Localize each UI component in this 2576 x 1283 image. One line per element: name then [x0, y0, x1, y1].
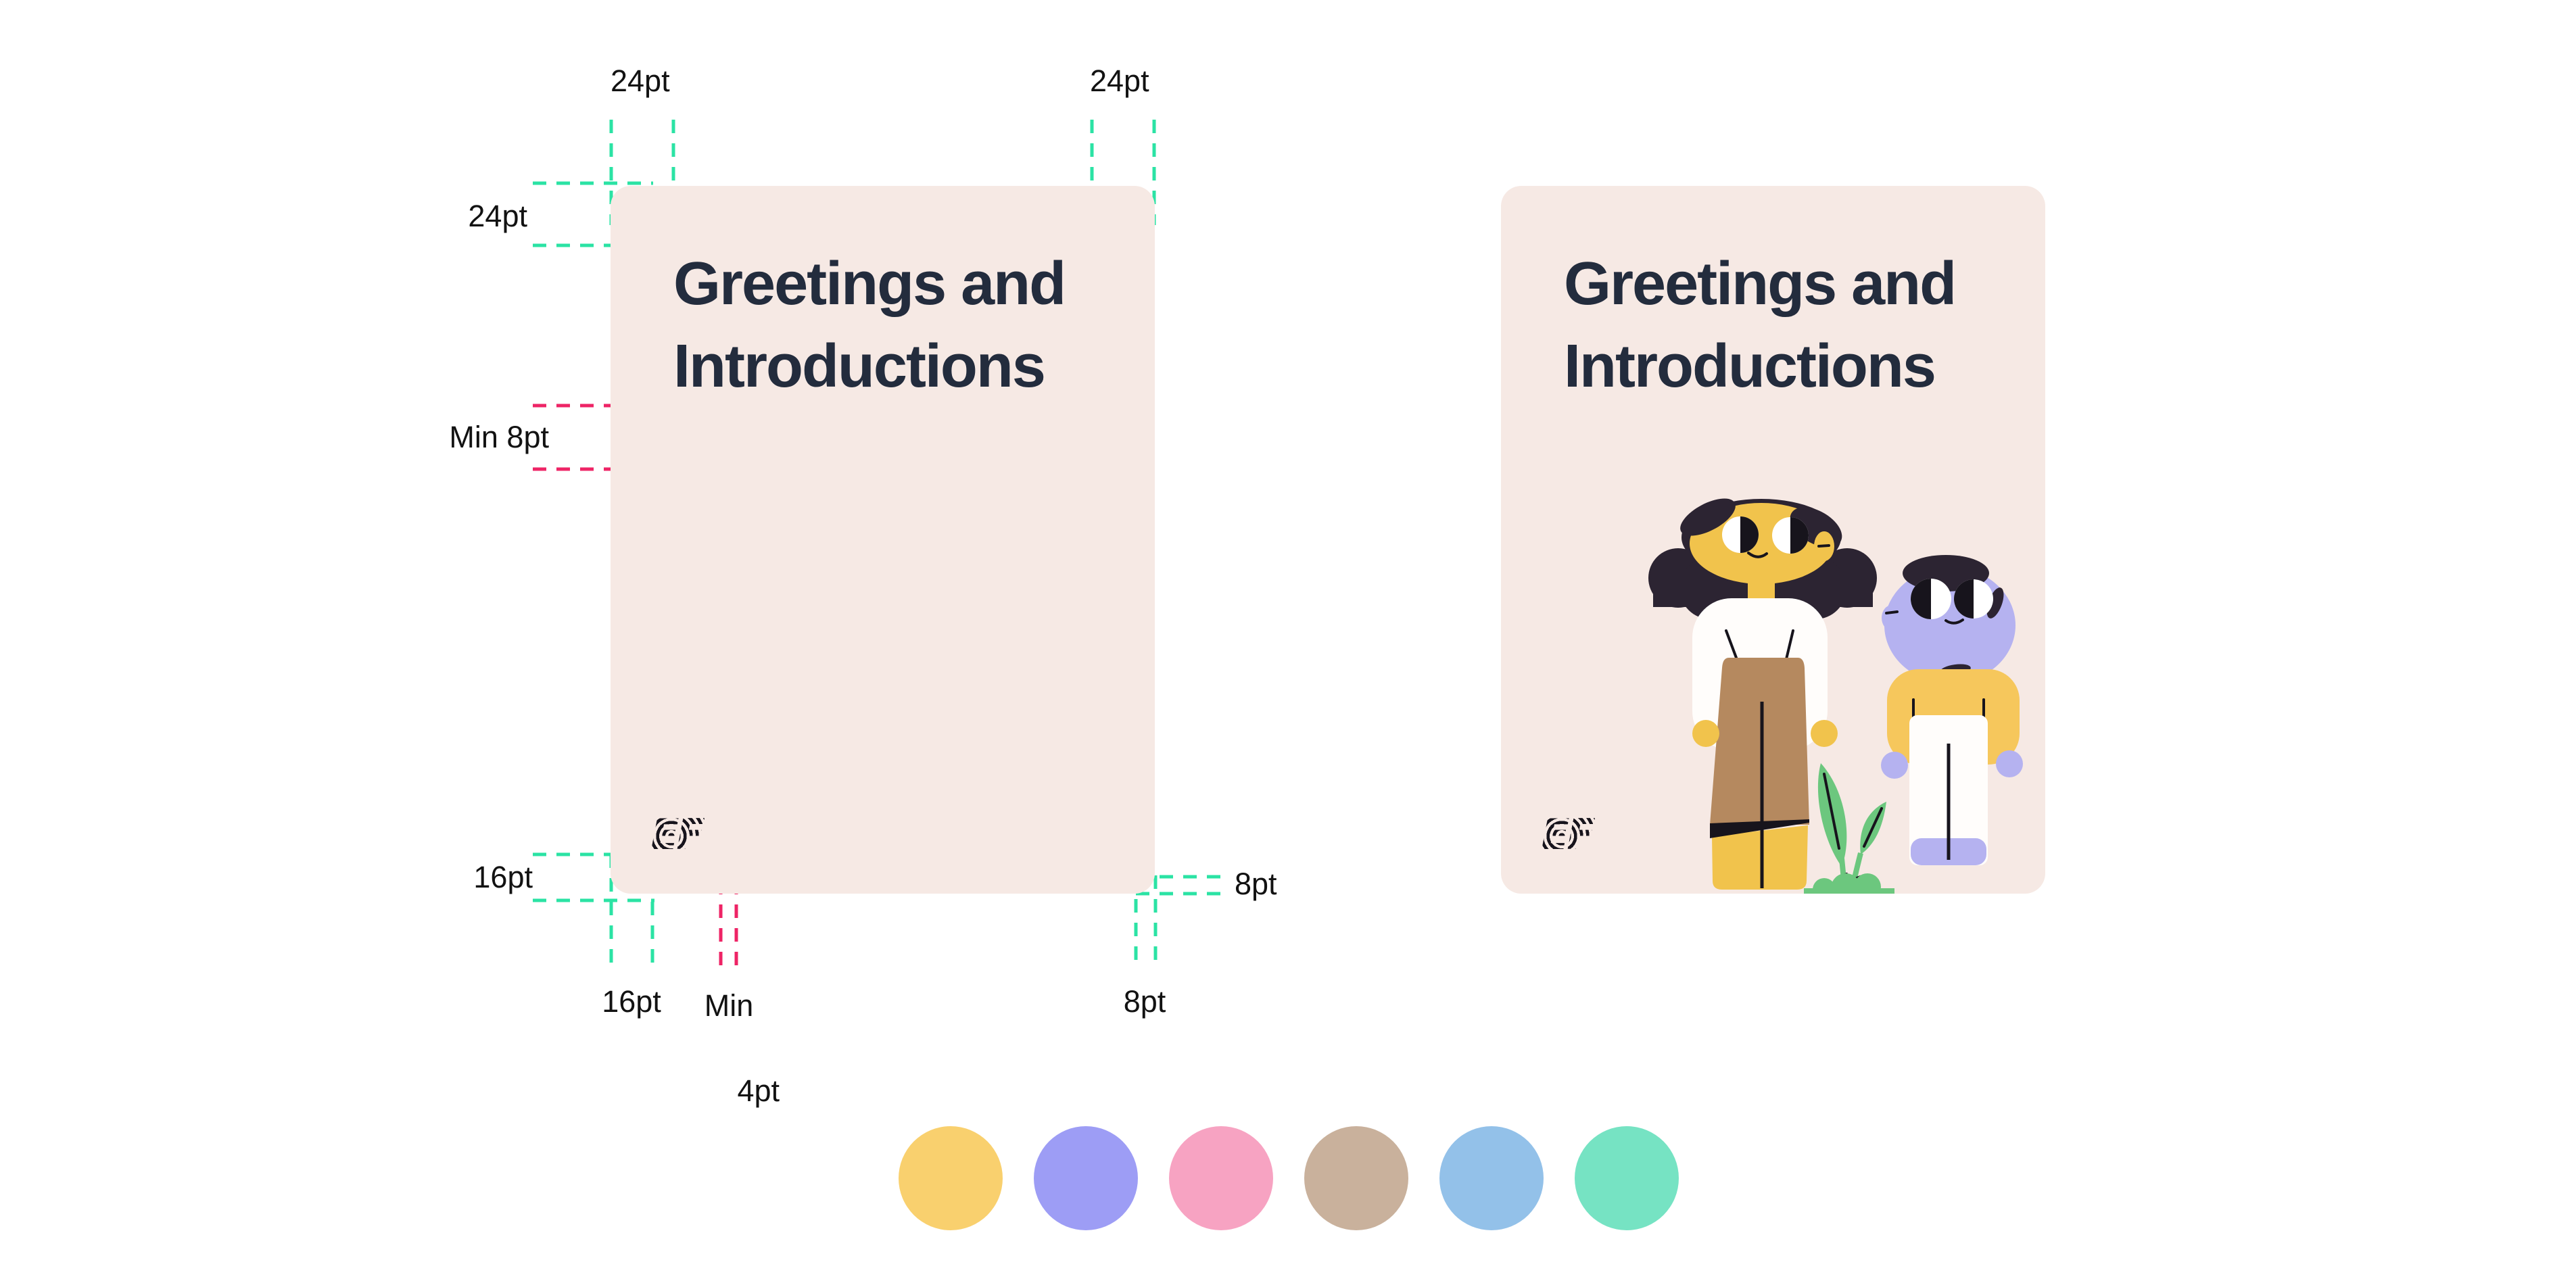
ef-logo-text: EF [1541, 813, 1595, 856]
child-eyes [1911, 579, 1993, 619]
palette-swatch-mint [1575, 1126, 1679, 1230]
palette-swatch-pink [1169, 1126, 1273, 1230]
plant-mound [1804, 873, 1894, 894]
ef-logo: EF [650, 813, 707, 856]
woman-legs [1712, 825, 1808, 890]
palette-swatch-tan [1304, 1126, 1408, 1230]
plant-figure [1804, 763, 1894, 894]
label-top-right-margin: 24pt [1090, 64, 1149, 98]
card-title: Greetings and Introductions [1564, 243, 1957, 408]
label-logo-bottom-margin: 16pt [473, 860, 533, 894]
label-top-left-margin: 24pt [611, 64, 670, 98]
palette-swatch-yellow [899, 1126, 1003, 1230]
palette-swatch-periwinkle [1034, 1126, 1138, 1230]
example-card: Greetings and Introductions [1501, 186, 2045, 894]
card-title-line2: Introductions [1564, 333, 1936, 400]
people-illustration [1648, 498, 2023, 894]
label-content-bottom-margin: 8pt [1235, 867, 1277, 901]
woman-hem-band [1710, 819, 1809, 838]
woman-overalls [1710, 658, 1809, 825]
label-content-right-margin: 8pt [1123, 984, 1166, 1019]
label-logo-left-margin: 16pt [602, 984, 661, 1019]
label-title-content-min-gap: Min 8pt [449, 420, 549, 454]
child-hand [1996, 750, 2023, 777]
ef-logo-text: EF [650, 813, 705, 856]
overall-strap [1785, 629, 1794, 660]
woman-hand [1811, 720, 1838, 747]
label-title-top-offset: 24pt [468, 199, 527, 233]
ef-logo: EF [1541, 813, 1598, 856]
card-title-line1: Greetings and [673, 250, 1066, 318]
card-title-line2: Introductions [673, 333, 1046, 400]
woman-smile [1747, 552, 1768, 558]
child-hand [1881, 752, 1908, 779]
palette-swatch-blue [1439, 1126, 1544, 1230]
woman-figure [1648, 498, 1877, 890]
child-smile [1945, 619, 1964, 625]
card-title: Greetings and Introductions [673, 243, 1066, 408]
card-title-line1: Greetings and [1564, 250, 1957, 318]
overall-strap [1725, 629, 1738, 659]
woman-hand [1692, 720, 1719, 747]
label-logo-content-min-gap: Min 4pt [661, 984, 796, 1112]
label-min-word: Min [704, 988, 754, 1023]
spec-card: Greetings and Introductions EF [611, 186, 1155, 894]
woman-eyes [1722, 516, 1809, 554]
label-min-value: 4pt [737, 1073, 780, 1108]
child-figure [1881, 555, 2023, 865]
